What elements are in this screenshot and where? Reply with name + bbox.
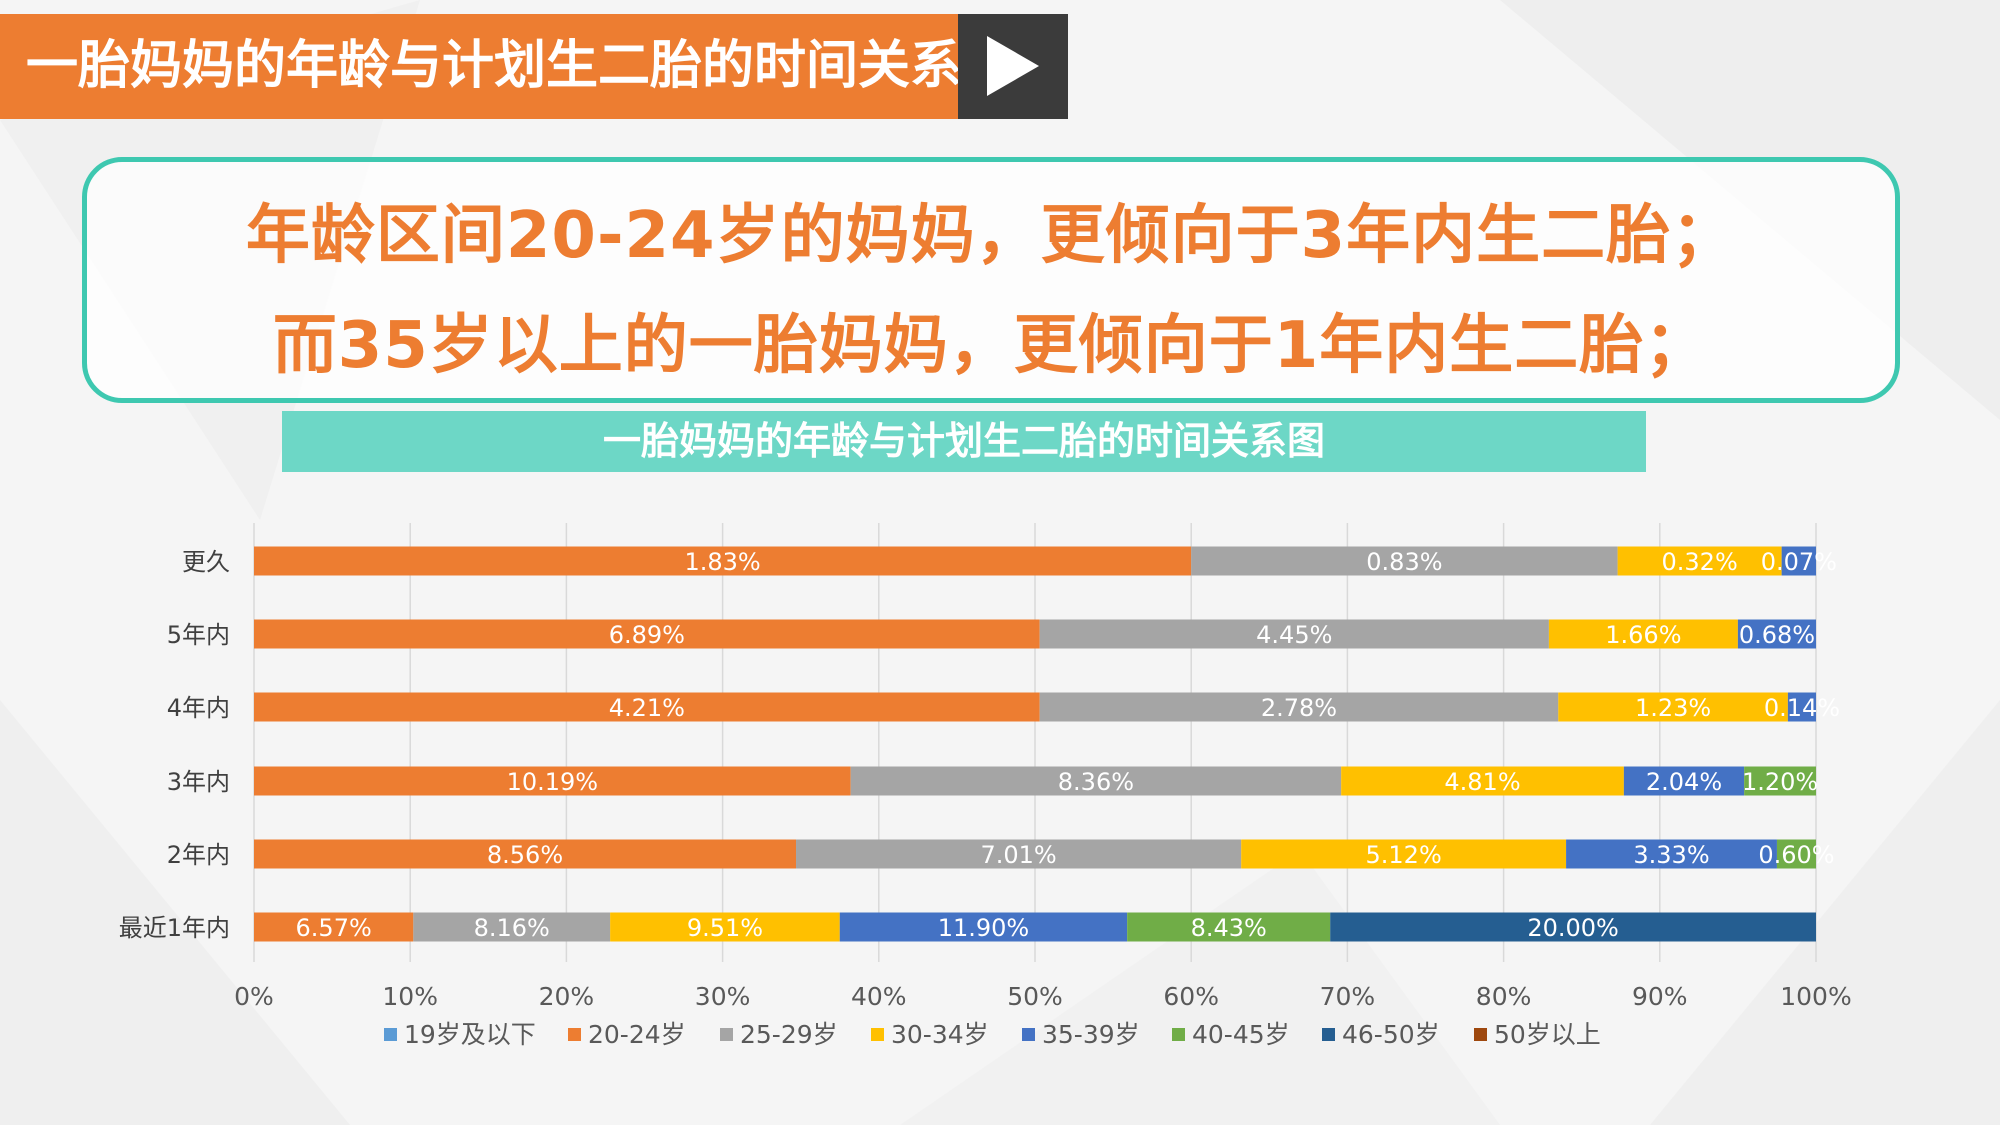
- bar-segment: [1781, 546, 1816, 576]
- legend-swatch: [568, 1028, 581, 1041]
- data-label: 0.07%: [1761, 548, 1837, 576]
- data-label: 1.23%: [1635, 694, 1711, 722]
- legend-label: 46-50岁: [1342, 1020, 1440, 1049]
- data-label: 4.21%: [609, 694, 685, 722]
- x-tick-label: 60%: [1163, 982, 1219, 1011]
- data-label: 6.89%: [609, 621, 685, 649]
- data-label: 5.12%: [1366, 841, 1442, 869]
- legend-swatch: [1474, 1028, 1487, 1041]
- data-label: 2.78%: [1261, 694, 1337, 722]
- bar-segment: [254, 839, 797, 869]
- data-label: 1.66%: [1605, 621, 1681, 649]
- legend-label: 35-39岁: [1042, 1020, 1140, 1049]
- bar-segment: [839, 912, 1128, 942]
- bar-segment: [1558, 692, 1788, 722]
- bar-segment: [1617, 546, 1782, 576]
- play-icon: [987, 36, 1039, 96]
- data-label: 0.68%: [1739, 621, 1815, 649]
- callout-box: 年龄区间20-24岁的妈妈，更倾向于3年内生二胎； 而35岁以上的一胎妈妈，更倾…: [82, 157, 1900, 403]
- bar-segment: [254, 546, 1192, 576]
- legend-swatch: [720, 1028, 733, 1041]
- legend-label: 20-24岁: [588, 1020, 686, 1049]
- data-label: 0.32%: [1662, 548, 1738, 576]
- bar-segment: [1341, 766, 1624, 796]
- category-label: 4年内: [167, 694, 230, 722]
- bar-segment: [1776, 839, 1816, 869]
- bar-segment: [1744, 766, 1816, 796]
- bar-segment: [1191, 546, 1618, 576]
- bar-segment: [796, 839, 1242, 869]
- category-label: 最近1年内: [119, 914, 230, 942]
- data-label: 20.00%: [1527, 914, 1619, 942]
- x-tick-label: 20%: [539, 982, 595, 1011]
- data-label: 7.01%: [980, 841, 1056, 869]
- data-label: 0.83%: [1366, 548, 1442, 576]
- data-label: 3.33%: [1633, 841, 1709, 869]
- chart-title-banner: 一胎妈妈的年龄与计划生二胎的时间关系图: [282, 411, 1646, 472]
- callout-line-2: 而35岁以上的一胎妈妈，更倾向于1年内生二胎；: [272, 309, 1710, 383]
- data-label: 1.83%: [684, 548, 760, 576]
- x-tick-label: 100%: [1780, 982, 1851, 1011]
- bar-segment: [254, 912, 414, 942]
- data-label: 10.19%: [507, 768, 599, 796]
- legend-swatch: [1172, 1028, 1185, 1041]
- callout-line-1: 年龄区间20-24岁的妈妈，更倾向于3年内生二胎；: [245, 199, 1737, 273]
- data-label: 8.36%: [1058, 768, 1134, 796]
- bar-segment: [850, 766, 1342, 796]
- bar-segment: [1039, 619, 1549, 649]
- x-tick-label: 50%: [1007, 982, 1063, 1011]
- data-label: 8.16%: [474, 914, 550, 942]
- data-label: 8.56%: [487, 841, 563, 869]
- x-tick-label: 0%: [234, 982, 274, 1011]
- x-tick-label: 90%: [1632, 982, 1688, 1011]
- bar-segment: [254, 766, 851, 796]
- bar-segment: [1127, 912, 1331, 942]
- legend-label: 50岁以上: [1494, 1020, 1601, 1049]
- x-tick-label: 40%: [851, 982, 907, 1011]
- bar-segment: [254, 619, 1040, 649]
- data-label: 1.20%: [1742, 768, 1818, 796]
- bar-segment: [1623, 766, 1745, 796]
- x-tick-label: 70%: [1320, 982, 1376, 1011]
- category-label: 5年内: [167, 621, 230, 649]
- legend-label: 25-29岁: [740, 1020, 838, 1049]
- data-label: 4.81%: [1444, 768, 1520, 796]
- legend-label: 19岁及以下: [404, 1020, 536, 1049]
- bar-segment: [1737, 619, 1816, 649]
- bar-segment: [1330, 912, 1816, 942]
- x-tick-label: 80%: [1476, 982, 1532, 1011]
- bar-segment: [1039, 692, 1559, 722]
- data-label: 0.60%: [1758, 841, 1834, 869]
- category-label: 3年内: [167, 768, 230, 796]
- legend-swatch: [1022, 1028, 1035, 1041]
- data-label: 6.57%: [296, 914, 372, 942]
- bar-segment: [1566, 839, 1777, 869]
- data-label: 9.51%: [687, 914, 763, 942]
- bar-segment: [1548, 619, 1738, 649]
- legend-label: 30-34岁: [891, 1020, 989, 1049]
- play-button[interactable]: [958, 14, 1068, 119]
- legend-label: 40-45岁: [1192, 1020, 1290, 1049]
- bar-segment: [1241, 839, 1567, 869]
- chart-title: 一胎妈妈的年龄与计划生二胎的时间关系图: [602, 419, 1325, 463]
- legend-swatch: [1322, 1028, 1335, 1041]
- bar-segment: [610, 912, 840, 942]
- x-tick-label: 30%: [695, 982, 751, 1011]
- data-label: 2.04%: [1646, 768, 1722, 796]
- category-label: 更久: [182, 548, 230, 576]
- bar-segment: [413, 912, 611, 942]
- legend-swatch: [384, 1028, 397, 1041]
- header-title: 一胎妈妈的年龄与计划生二胎的时间关系: [26, 36, 963, 96]
- header-bar: 一胎妈妈的年龄与计划生二胎的时间关系: [0, 14, 962, 119]
- category-label: 2年内: [167, 841, 230, 869]
- data-label: 11.90%: [938, 914, 1030, 942]
- x-tick-label: 10%: [382, 982, 438, 1011]
- bar-segment: [1787, 692, 1816, 722]
- data-label: 0.14%: [1764, 694, 1840, 722]
- bar-segment: [254, 692, 1040, 722]
- data-label: 4.45%: [1256, 621, 1332, 649]
- legend-swatch: [871, 1028, 884, 1041]
- data-label: 8.43%: [1191, 914, 1267, 942]
